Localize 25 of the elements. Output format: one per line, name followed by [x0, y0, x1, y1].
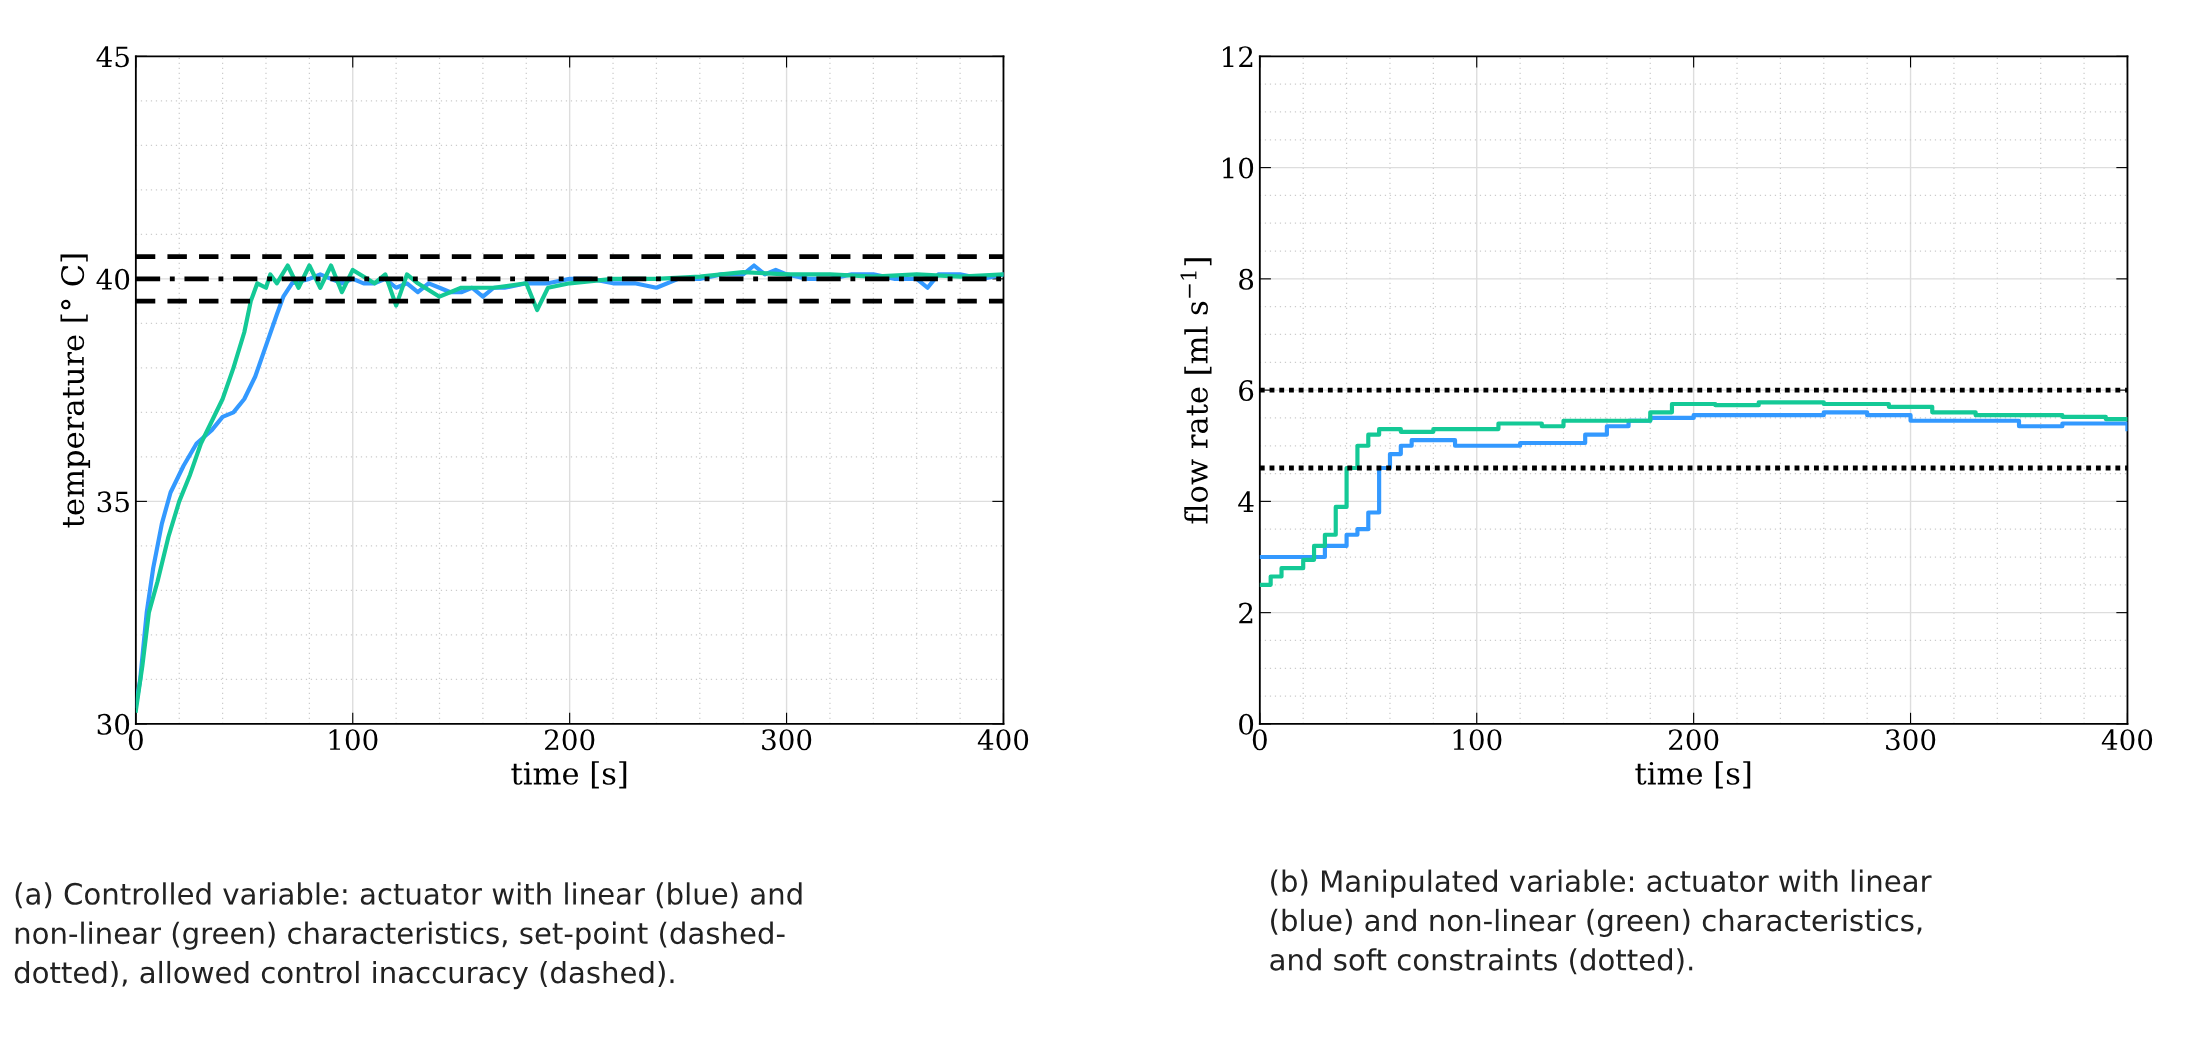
text: (b) Manipulated variable: actuator with linear (blue) and non-linear (green) characteristics, and soft constraints (dotted).: [1270, 869, 1932, 975]
y-tick-label: 4: [1238, 491, 1254, 512]
y-tick-label: 30: [97, 713, 130, 735]
y-tick-label: 12: [1223, 46, 1253, 67]
y-axis-title: flow rate [ml s$^{−1}$]: [1180, 258, 1212, 524]
y-tick-label: 45: [96, 46, 129, 68]
x-tick-label: 200: [545, 729, 595, 751]
x-axis-title: time [s]: [1635, 761, 1751, 789]
x-tick-label: 100: [329, 729, 378, 751]
y-tick-label: 6: [1239, 380, 1254, 402]
x-tick-label: 400: [977, 729, 1029, 751]
x-tick-label: 200: [1669, 729, 1719, 751]
text: (a) Controlled variable: actuator with linear (blue) and non-linear (green) characteristics, set-point (dashed- dotted), allowed control inaccuracy (dashed).: [14, 882, 802, 990]
y-tick-label: 10: [1223, 157, 1254, 179]
y-tick-label: 35: [97, 491, 129, 513]
y-axis-title: temperature [° C]: [60, 254, 91, 528]
x-tick-label: 300: [762, 729, 812, 751]
y-tick-label: 0: [1239, 713, 1254, 735]
y-tick-label: 8: [1239, 268, 1254, 290]
y-tick-label: 40: [96, 268, 130, 290]
x-tick-label: 400: [2101, 729, 2153, 751]
y-tick-label: 2: [1239, 602, 1253, 624]
x-tick-label: 100: [1453, 729, 1502, 751]
x-axis-title: time [s]: [511, 761, 627, 789]
x-tick-label: 300: [1886, 729, 1936, 751]
